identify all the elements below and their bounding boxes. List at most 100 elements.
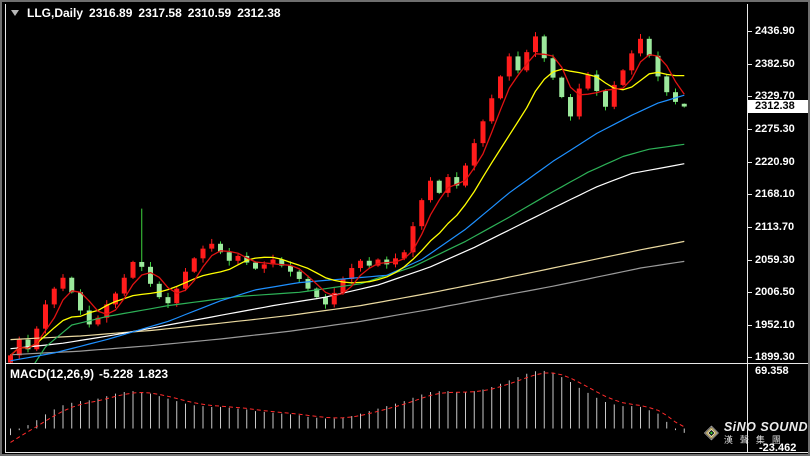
price-axis-tick <box>748 357 752 358</box>
ma-khaki-line <box>10 240 685 341</box>
candle-body <box>436 180 442 193</box>
ma-green-line <box>34 143 685 363</box>
candle-body <box>288 265 293 272</box>
price-axis-tick <box>748 325 752 326</box>
candle-body <box>51 288 57 305</box>
macd-label-overlay: MACD(12,26,9) -5.228 1.823 <box>10 367 168 381</box>
price-axis-label: 2168.10 <box>755 188 795 200</box>
candle-body <box>428 180 433 201</box>
symbol-collapse-arrow-icon[interactable] <box>11 10 19 16</box>
candle-body <box>209 243 215 249</box>
candle-body <box>86 310 92 325</box>
candle-body <box>585 74 591 89</box>
indicator-panel-divider[interactable] <box>5 363 808 364</box>
price-axis-tick <box>748 31 752 32</box>
chart-left-border <box>5 4 6 452</box>
candle-body <box>69 277 75 293</box>
candle-body <box>533 36 538 53</box>
macd-axis-min-label: -23.462 <box>759 442 797 454</box>
candle-body <box>104 304 110 318</box>
macd-indicator-name: MACD(12,26,9) <box>10 367 95 381</box>
price-axis-label: 1899.30 <box>755 351 795 363</box>
candle-body <box>95 317 101 325</box>
candle-body <box>305 278 311 289</box>
ohlc-close: 2312.38 <box>237 6 281 20</box>
candle-body <box>165 297 171 304</box>
macd-axis-max-label: 69.358 <box>755 365 789 377</box>
price-axis-tick <box>748 64 752 65</box>
candle-body <box>410 226 416 253</box>
main-candlestick-chart[interactable] <box>6 6 747 363</box>
candle-body <box>191 258 197 272</box>
candle-body <box>314 288 320 298</box>
price-axis-label: 1952.10 <box>755 319 795 331</box>
price-axis-tick <box>748 227 752 228</box>
macd-signal-value: 1.823 <box>138 367 169 381</box>
candle-body <box>218 243 223 253</box>
candle-body <box>130 261 136 278</box>
candle-body <box>559 77 565 98</box>
diamond-logo-icon <box>704 425 719 441</box>
candle-body <box>43 304 48 329</box>
candle-body <box>8 355 13 363</box>
candle-body <box>279 259 285 266</box>
ma-fast-red-line <box>10 53 685 356</box>
candle-body <box>646 38 652 56</box>
candle-body <box>25 339 31 350</box>
price-axis-tick <box>748 129 752 130</box>
logo-brand-text: SiNO SOUND <box>723 419 808 434</box>
price-axis-tick <box>748 260 752 261</box>
price-axis-label: 2329.70 <box>755 90 795 102</box>
candle-body <box>611 84 617 107</box>
price-axis-tick <box>748 162 752 163</box>
candle-body <box>244 255 250 263</box>
candle-body <box>655 55 661 77</box>
candle-body <box>471 143 477 166</box>
candle-body <box>183 271 188 289</box>
candle-body <box>681 103 687 107</box>
candle-body <box>664 76 670 93</box>
ohlc-high: 2317.58 <box>138 6 182 20</box>
price-axis-label: 2059.30 <box>755 254 795 266</box>
candle-body <box>253 262 258 269</box>
candle-body <box>349 268 355 279</box>
candle-body <box>524 52 530 71</box>
candle-body <box>673 92 678 102</box>
candle-body <box>60 277 66 289</box>
candle-body <box>620 70 626 85</box>
macd-value: -5.228 <box>99 367 134 381</box>
candle-body <box>200 248 206 259</box>
candle-body <box>603 90 608 107</box>
candle-body <box>401 252 407 259</box>
candle-body <box>498 76 503 99</box>
candle-body <box>331 292 337 305</box>
ohlc-open: 2316.89 <box>89 6 133 20</box>
price-axis-tick <box>748 194 752 195</box>
price-axis[interactable]: 2312.38 69.358 -23.462 2436.90 2382.50 232… <box>748 2 808 454</box>
symbol-timeframe-label: LLG,Daily <box>27 6 84 20</box>
candle-body <box>515 56 521 71</box>
price-axis-divider[interactable] <box>747 4 748 452</box>
price-axis-label: 2436.90 <box>755 25 795 37</box>
ma-blue-line <box>10 94 685 362</box>
candle-body <box>235 255 241 261</box>
candle-body <box>568 97 573 117</box>
macd-indicator-chart[interactable] <box>6 364 747 452</box>
ma-gray-line <box>10 260 685 356</box>
price-axis-label: 2220.90 <box>755 156 795 168</box>
price-axis-label: 2275.30 <box>755 123 795 135</box>
candle-body <box>638 38 643 54</box>
candle-body <box>139 261 145 267</box>
candle-body <box>148 266 153 284</box>
candle-body <box>576 88 582 117</box>
current-price-tag: 2312.38 <box>748 100 808 113</box>
candle-body <box>445 177 451 193</box>
ma-mid-yellow-line <box>10 68 685 356</box>
candle-body <box>174 288 180 304</box>
candle-body <box>419 200 425 227</box>
ma-white-line <box>10 163 685 350</box>
chart-title-overlay: LLG,Daily 2316.89 2317.58 2310.59 2312.3… <box>11 6 281 20</box>
candle-body <box>226 252 232 261</box>
candle-body <box>121 277 127 294</box>
